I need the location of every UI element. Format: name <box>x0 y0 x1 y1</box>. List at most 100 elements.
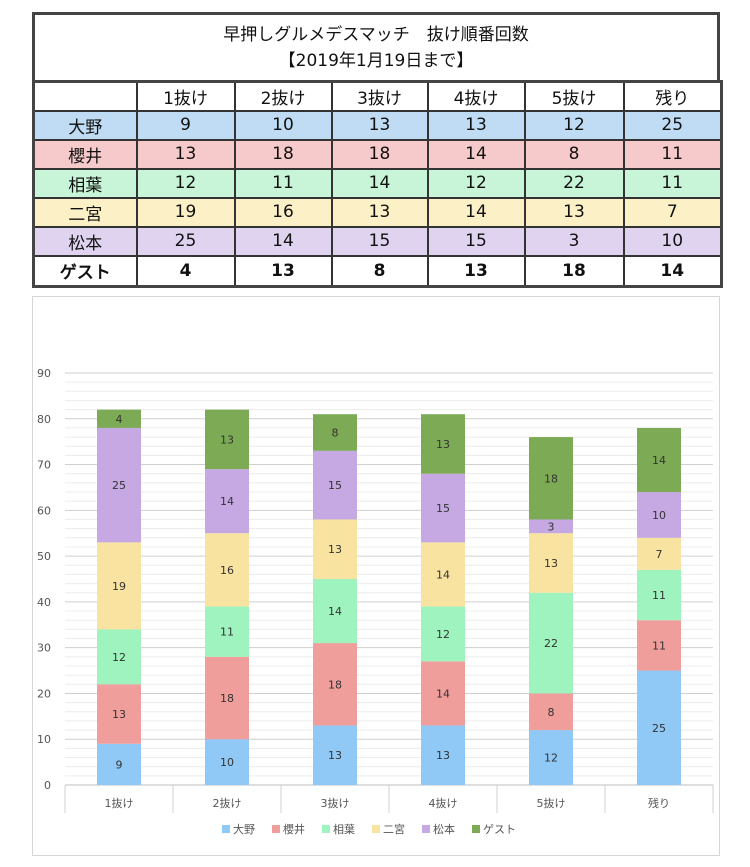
column-header: 1抜け <box>135 80 236 112</box>
bar-segment <box>421 725 465 785</box>
legend-label: ゲスト <box>483 823 516 836</box>
x-tick-label: 残り <box>648 796 670 810</box>
table-cell: 12 <box>135 167 236 199</box>
y-tick-label: 90 <box>37 367 51 380</box>
table-cell: 22 <box>523 167 625 199</box>
bar-segment <box>637 492 681 538</box>
table-cell: 18 <box>233 138 333 170</box>
data-label: 25 <box>652 722 666 735</box>
bar-segment <box>313 450 357 520</box>
bar-segment <box>313 725 357 785</box>
bar-segment <box>637 537 681 570</box>
table-cell: 13 <box>330 196 429 228</box>
bar-segment <box>313 519 357 579</box>
table-cell: 13 <box>523 196 625 228</box>
bar-segment <box>529 693 573 731</box>
legend-swatch <box>372 825 380 833</box>
legend-label: 大野 <box>233 822 255 836</box>
data-label: 16 <box>220 564 234 577</box>
bar-segment <box>313 643 357 726</box>
table-cell: 13 <box>233 254 333 288</box>
table-cell: 11 <box>622 138 723 170</box>
legend-item: 松本 <box>422 822 455 836</box>
table-cell: 19 <box>135 196 236 228</box>
table-cell: 25 <box>135 225 236 257</box>
table-cell: 16 <box>233 196 333 228</box>
data-label: 18 <box>328 678 342 691</box>
data-label: 14 <box>436 687 450 700</box>
data-label: 11 <box>652 589 666 602</box>
table-cell: 9 <box>135 109 236 141</box>
table-cell: 18 <box>330 138 429 170</box>
table-cell: 11 <box>233 167 333 199</box>
table-cell: 18 <box>523 254 625 288</box>
data-label: 19 <box>112 580 126 593</box>
data-label: 15 <box>436 502 450 515</box>
column-header: 2抜け <box>233 80 333 112</box>
data-label: 14 <box>220 495 234 508</box>
y-tick-label: 80 <box>37 413 51 426</box>
data-label: 22 <box>544 637 558 650</box>
row-label: 相葉 <box>32 167 138 199</box>
data-label: 8 <box>332 427 339 440</box>
table-cell: 3 <box>523 225 625 257</box>
row-label: 大野 <box>32 109 138 141</box>
bar-segment <box>529 437 573 520</box>
y-tick-label: 70 <box>37 459 51 472</box>
table-grid: 1抜け 2抜け 3抜け 4抜け 5抜け 残り 大野 9 10 13 13 12 25 櫻井 13 18 18 14… <box>32 80 723 288</box>
table-cell: 7 <box>622 196 723 228</box>
y-tick-label: 20 <box>37 687 51 700</box>
bar-segment <box>97 542 141 630</box>
data-label: 13 <box>436 438 450 451</box>
data-label: 18 <box>544 472 558 485</box>
bar-segment <box>205 409 249 470</box>
data-label: 10 <box>220 756 234 769</box>
data-label: 12 <box>112 651 126 664</box>
table-cell: 14 <box>426 138 526 170</box>
y-tick-label: 50 <box>37 550 51 563</box>
data-label: 14 <box>652 454 666 467</box>
table-title-line1: 早押しグルメデスマッチ 抜け順番回数 <box>223 24 529 45</box>
table-cell: 13 <box>330 109 429 141</box>
legend-label: 二宮 <box>383 822 405 836</box>
data-label: 25 <box>112 479 126 492</box>
bar-segment <box>421 661 465 726</box>
legend-item: 櫻井 <box>272 822 305 836</box>
table-row: ゲスト 4 13 8 13 18 14 <box>32 254 723 288</box>
bar-segment <box>97 427 141 543</box>
bar-segment <box>205 656 249 740</box>
column-header: 3抜け <box>330 80 429 112</box>
bar-segment <box>637 427 681 493</box>
table-row: 松本 25 14 15 15 3 10 <box>32 225 723 257</box>
table-title: 早押しグルメデスマッチ 抜け順番回数 【2019年1月19日まで】 <box>32 12 720 80</box>
x-tick-label: 3抜け <box>321 796 350 810</box>
bar-segment <box>97 629 141 685</box>
column-header: 残り <box>622 80 723 112</box>
x-tick-label: 5抜け <box>537 796 566 810</box>
bar-segment <box>529 592 573 694</box>
bar-segment <box>529 519 573 534</box>
bar-segment <box>205 606 249 657</box>
bar-segment <box>421 414 465 474</box>
legend-item: 大野 <box>222 822 255 836</box>
bar-segment <box>313 579 357 644</box>
bar-segment <box>97 409 141 428</box>
bar-segment <box>97 743 141 785</box>
table-cell: 10 <box>622 225 723 257</box>
data-label: 13 <box>328 749 342 762</box>
table-cell: 11 <box>622 167 723 199</box>
chart-area: 0 10 20 30 40 50 60 70 80 90 9 13 12 19 25 4 1抜け 10 18 11 16… <box>32 296 720 856</box>
legend-swatch <box>272 825 280 833</box>
legend-item: ゲスト <box>472 823 516 836</box>
table-row: 二宮 19 16 13 14 13 7 <box>32 196 723 228</box>
legend-label: 松本 <box>433 822 455 836</box>
column-header: 4抜け <box>426 80 526 112</box>
y-tick-label: 40 <box>37 596 51 609</box>
x-tick-label: 4抜け <box>429 796 458 810</box>
data-label: 13 <box>544 557 558 570</box>
data-label: 9 <box>116 758 123 771</box>
table-cell: 8 <box>523 138 625 170</box>
table-title-line2: 【2019年1月19日まで】 <box>278 50 474 71</box>
bar-segment <box>637 569 681 621</box>
bar-segment <box>205 739 249 785</box>
